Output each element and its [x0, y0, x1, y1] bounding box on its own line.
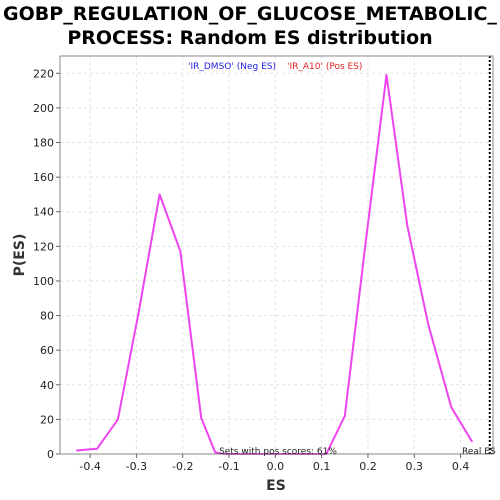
x-tick-label: -0.4 — [79, 460, 100, 473]
y-tick-label: 140 — [33, 206, 54, 219]
y-tick-label: 20 — [40, 413, 54, 426]
x-tick-label: 0.2 — [359, 460, 377, 473]
y-tick-label: 40 — [40, 379, 54, 392]
chart-title-line-1: GOBP_REGULATION_OF_GLUCOSE_METABOLIC_ — [3, 3, 497, 25]
x-tick-label: -0.1 — [218, 460, 239, 473]
y-tick-label: 120 — [33, 240, 54, 253]
y-axis-label: P(ES) — [12, 234, 28, 277]
x-axis-label: ES — [266, 478, 286, 494]
x-tick-label: -0.2 — [172, 460, 193, 473]
chart-title: GOBP_REGULATION_OF_GLUCOSE_METABOLIC_ PR… — [0, 2, 500, 50]
legend: 'IR_DMSO' (Neg ES) 'IR_A10' (Pos ES) — [188, 62, 362, 72]
real-es-annotation: Real ES — [462, 447, 496, 457]
x-tick-label: 0.1 — [313, 460, 331, 473]
y-tick-label: 60 — [40, 344, 54, 357]
x-tick-label: 0.4 — [452, 460, 470, 473]
x-tick-label: 0.3 — [406, 460, 424, 473]
chart-title-line-2: PROCESS: Random ES distribution — [67, 27, 433, 49]
y-tick-label: 220 — [33, 67, 54, 80]
y-tick-label: 0 — [47, 448, 54, 461]
legend-entry: 'IR_DMSO' (Neg ES) — [188, 62, 276, 72]
x-tick-label: 0.0 — [267, 460, 285, 473]
legend-entry: 'IR_A10' (Pos ES) — [287, 62, 362, 72]
y-tick-label: 180 — [33, 137, 54, 150]
pos-scores-annotation: Sets with pos scores: 61% — [219, 447, 337, 457]
y-tick-label: 160 — [33, 171, 54, 184]
y-tick-label: 100 — [33, 275, 54, 288]
tick-layer: -0.4 -0.3 -0.2 -0.1 0.0 0.1 0.2 0.3 0.4 0 20 40 60 80… — [33, 67, 469, 473]
plot-frame — [59, 55, 494, 455]
y-tick-label: 80 — [40, 310, 54, 323]
y-tick-label: 200 — [33, 102, 54, 115]
x-tick-label: -0.3 — [126, 460, 147, 473]
plot-background — [60, 56, 493, 454]
